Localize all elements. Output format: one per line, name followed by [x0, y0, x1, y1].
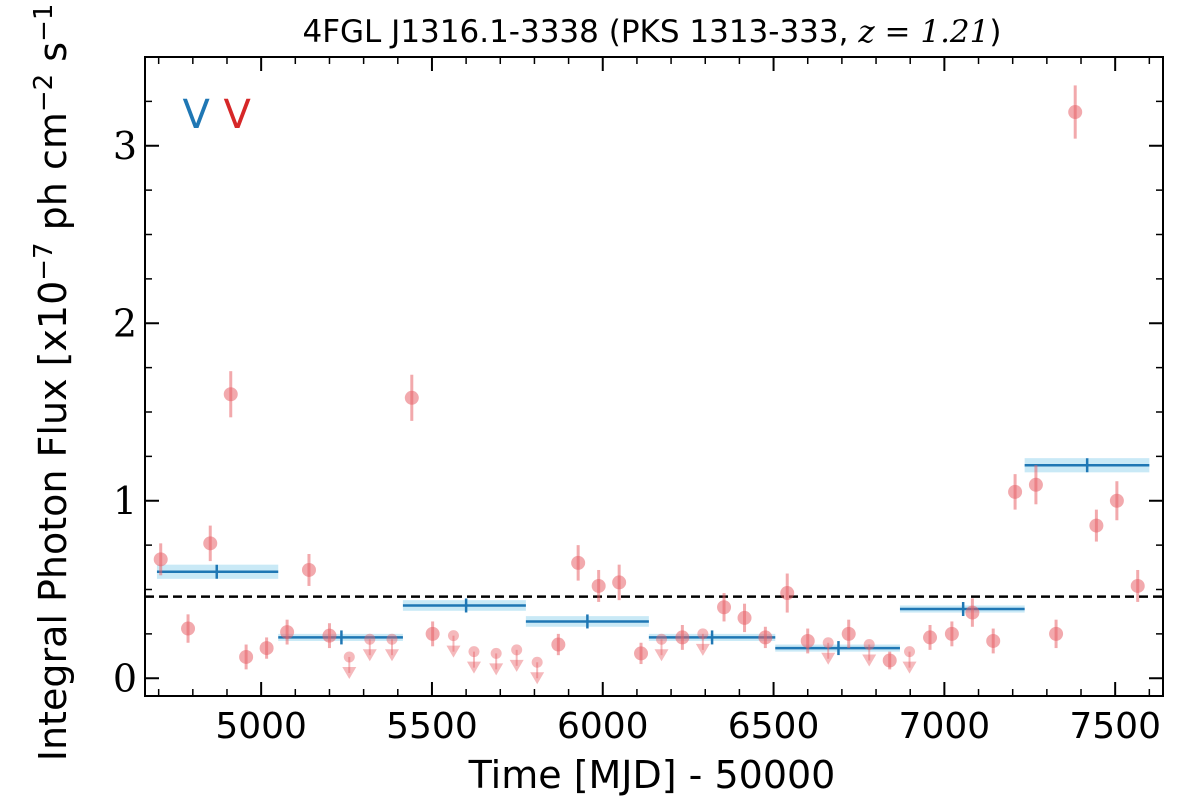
- flux-point: [203, 536, 218, 551]
- upper-limit-arrow: [342, 666, 357, 679]
- v-marker-label: V: [183, 92, 211, 138]
- flux-point: [551, 637, 566, 652]
- upper-limit-point: [822, 637, 834, 649]
- upper-limit-point: [343, 651, 355, 663]
- y-tick-label: 1: [113, 479, 137, 523]
- upper-limit-point: [468, 646, 480, 658]
- v-marker-label: V: [224, 92, 252, 138]
- upper-limit-point: [697, 628, 709, 640]
- flux-point: [717, 600, 732, 615]
- flux-point: [239, 649, 254, 664]
- flux-point: [1109, 493, 1124, 508]
- upper-limit-arrow: [902, 661, 917, 674]
- y-tick-label: 2: [113, 301, 137, 345]
- y-axis-label: Integral Photon Flux [x10−7 ph cm−2 s−1]: [29, 0, 75, 761]
- flux-point: [758, 630, 773, 645]
- x-tick-label: 7500: [1069, 706, 1161, 747]
- x-axis-label: Time [MJD] - 50000: [468, 753, 836, 797]
- flux-point: [404, 390, 419, 405]
- x-tick-label: 5000: [215, 706, 307, 747]
- flux-point: [986, 633, 1001, 648]
- upper-limit-arrow: [695, 643, 710, 656]
- x-tick-label: 6500: [728, 706, 820, 747]
- chart-title: 4FGL J1316.1-3338 (PKS 1313-333, z = 1.2…: [302, 14, 1001, 50]
- flux-point: [737, 610, 752, 625]
- upper-limit-point: [656, 633, 668, 645]
- upper-limit-arrow: [821, 652, 836, 665]
- flux-point: [1130, 578, 1145, 593]
- upper-limit-arrow: [489, 663, 504, 676]
- upper-limit-arrow: [862, 654, 877, 667]
- upper-limit-point: [531, 656, 543, 668]
- flux-point: [1068, 105, 1083, 120]
- upper-limit-arrow: [654, 649, 669, 662]
- flux-point: [965, 605, 980, 620]
- upper-limit-point: [447, 630, 459, 642]
- flux-point: [634, 646, 649, 661]
- flux-point: [322, 628, 337, 643]
- flux-point: [841, 626, 856, 641]
- upper-limit-arrow: [384, 649, 399, 662]
- flux-point: [882, 653, 897, 668]
- upper-limit-arrow: [446, 645, 461, 658]
- flux-point: [1008, 484, 1023, 499]
- upper-limit-arrow: [466, 661, 481, 674]
- plot-frame: [144, 56, 1164, 697]
- flux-point: [800, 633, 815, 648]
- upper-limit-point: [511, 644, 523, 656]
- upper-limit-point: [386, 633, 398, 645]
- flux-point: [1028, 477, 1043, 492]
- flux-point: [923, 630, 938, 645]
- flux-point: [280, 625, 295, 640]
- flux-point: [153, 552, 168, 567]
- upper-limit-point: [364, 633, 376, 645]
- flux-point: [780, 586, 795, 601]
- flux-point: [944, 626, 959, 641]
- flux-point: [612, 575, 627, 590]
- flux-point: [675, 630, 690, 645]
- upper-limit-arrow: [509, 659, 524, 672]
- upper-limit-point: [863, 639, 875, 651]
- plot-area: 5000 5500 6000 6500 7000 7500 0 1 2 3 V V: [113, 56, 1164, 747]
- upper-limit-point: [904, 646, 916, 658]
- y-tick-label: 3: [113, 124, 137, 168]
- flux-point: [1089, 518, 1104, 533]
- flux-point: [181, 621, 196, 636]
- upper-limit-arrow: [530, 672, 545, 685]
- x-tick-label: 7000: [899, 706, 991, 747]
- flux-point: [301, 562, 316, 577]
- y-tick-label: 0: [113, 656, 137, 700]
- x-tick-label: 5500: [386, 706, 478, 747]
- upper-limit-arrow: [362, 649, 377, 662]
- flux-point: [571, 555, 586, 570]
- flux-point: [259, 641, 274, 656]
- upper-limit-point: [490, 647, 502, 659]
- x-tick-label: 6000: [557, 706, 649, 747]
- flux-point: [591, 578, 606, 593]
- flux-point: [223, 387, 238, 402]
- flux-point: [425, 626, 440, 641]
- flux-point: [1049, 626, 1064, 641]
